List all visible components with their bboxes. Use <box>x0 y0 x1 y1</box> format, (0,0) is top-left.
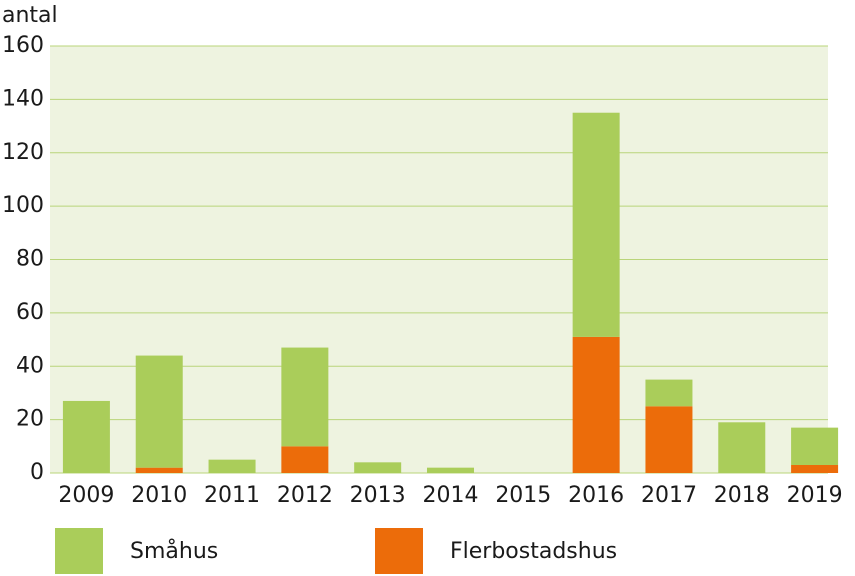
y-tick-label: 40 <box>16 353 44 378</box>
x-tick-label: 2019 <box>787 483 843 508</box>
y-tick-label: 160 <box>2 33 44 58</box>
y-tick-label: 140 <box>2 86 44 111</box>
bar-segment <box>427 467 474 473</box>
y-tick-label: 0 <box>30 460 44 485</box>
bar-segment <box>572 112 620 337</box>
legend-label: Småhus <box>130 538 218 564</box>
bar-segment <box>354 462 402 473</box>
bar-segment <box>281 446 329 473</box>
x-tick-label: 2016 <box>568 483 624 508</box>
bar-segment <box>718 422 766 473</box>
bar-segment <box>791 427 839 465</box>
y-axis-label: antal <box>2 3 58 28</box>
x-tick-label: 2014 <box>423 483 479 508</box>
bar-segment <box>791 464 839 473</box>
bar-segment <box>645 379 693 407</box>
bar-segment <box>645 406 693 473</box>
legend-swatch <box>55 528 103 574</box>
y-tick-label: 80 <box>16 247 44 272</box>
y-tick-label: 20 <box>16 407 44 432</box>
x-tick-label: 2017 <box>641 483 697 508</box>
y-tick-label: 120 <box>2 140 44 165</box>
bar-segment <box>572 336 620 473</box>
x-tick-label: 2012 <box>277 483 333 508</box>
legend-label: Flerbostadshus <box>450 539 617 564</box>
x-tick-label: 2013 <box>350 483 406 508</box>
x-tick-label: 2010 <box>131 483 187 508</box>
x-tick-label: 2018 <box>714 483 770 508</box>
y-tick-label: 100 <box>2 193 44 218</box>
bar-segment <box>135 355 183 468</box>
x-tick-label: 2009 <box>58 483 114 508</box>
bar-segment <box>208 459 256 473</box>
legend-swatch <box>375 528 423 574</box>
bar-segment <box>281 347 329 447</box>
x-tick-label: 2011 <box>204 483 260 508</box>
y-tick-label: 60 <box>16 300 44 325</box>
x-tick-label: 2015 <box>495 483 551 508</box>
bar-segment <box>135 467 183 473</box>
bar-segment <box>62 400 110 473</box>
